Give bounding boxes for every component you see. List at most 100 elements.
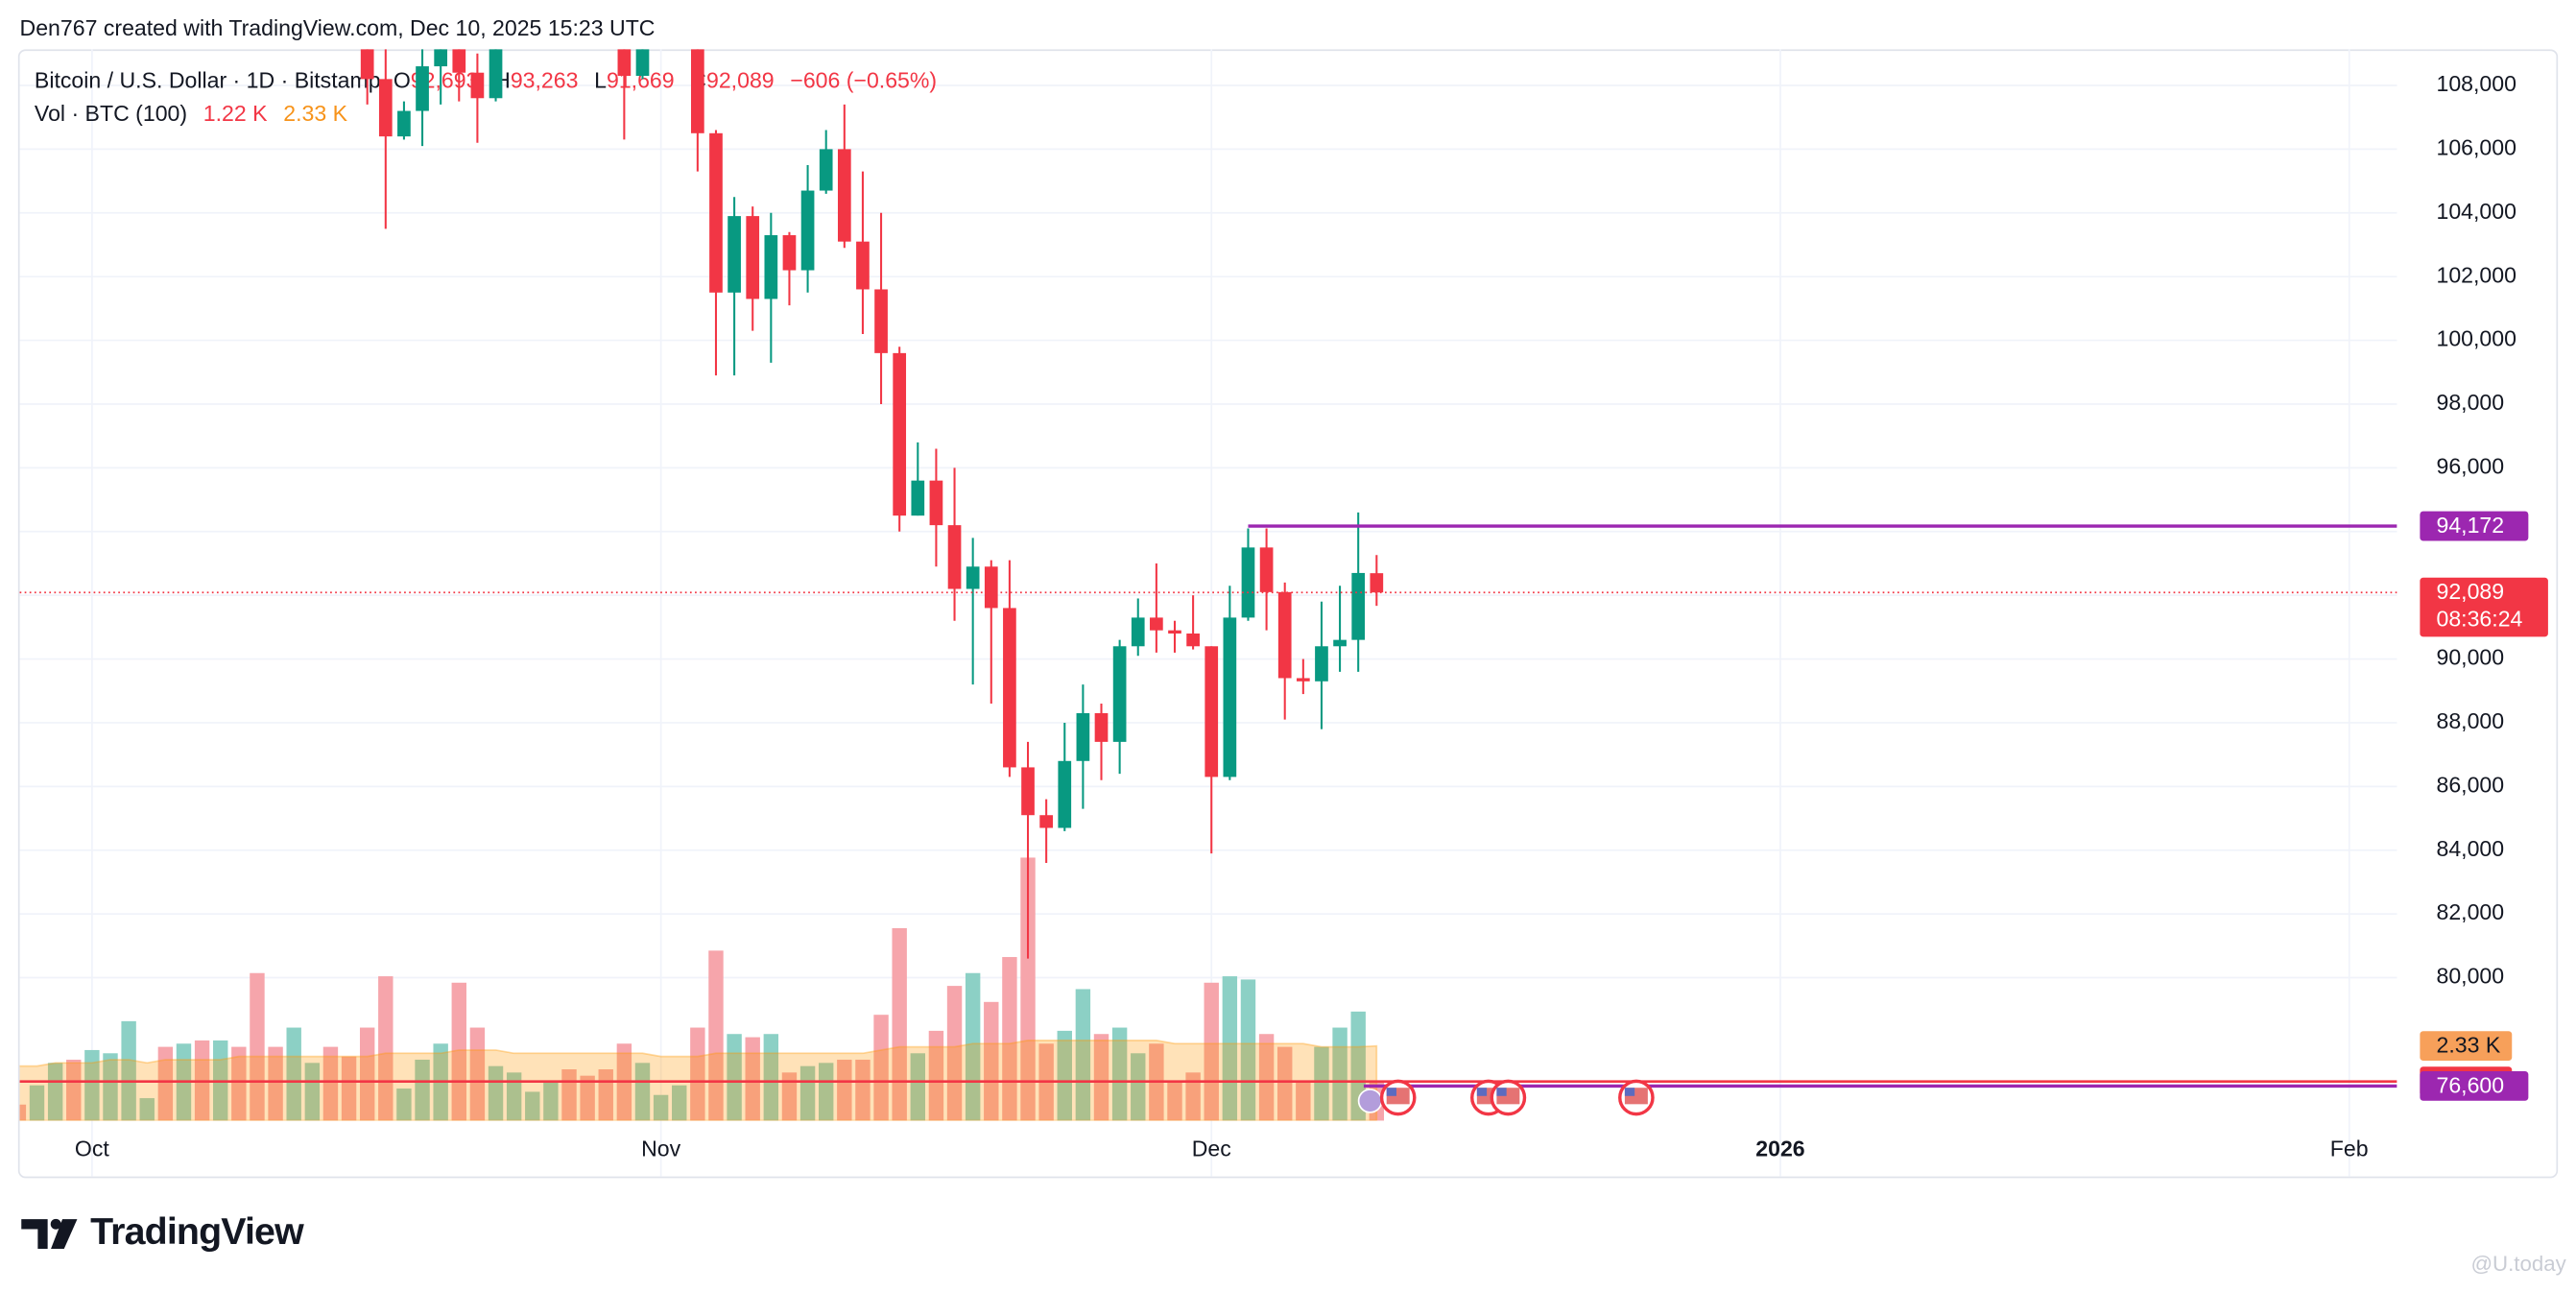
volume-bar [231,1046,247,1121]
event-icon [1379,1079,1417,1116]
candle-body [673,3,686,19]
candle-body [966,566,980,589]
candle-body [837,149,851,242]
volume-bar [1131,1053,1146,1121]
candle-body [782,235,797,271]
volume-bar [1075,989,1091,1121]
candle-body [947,525,962,589]
candle-body [434,49,448,67]
volume-bar [837,1059,852,1121]
volume-bar [84,1049,100,1121]
candle-body [1021,767,1035,816]
volume-bar [818,1063,834,1121]
y-tick-label: 102,000 [2437,262,2516,287]
legend-volume-ma: 2.33 K [283,101,347,126]
legend-volume-row: Vol · BTC (100) 1.22 K 2.33 K [35,101,348,126]
y-tick-label: 80,000 [2437,964,2505,989]
candle-body [1112,646,1127,742]
y-tick-label: 100,000 [2437,326,2516,351]
y-tick-label: 90,000 [2437,645,2505,670]
volume-badge-label: 2.33 K [2437,1033,2501,1058]
volume-bar [708,950,724,1121]
volume-bar [763,1034,779,1121]
level-badge-label: 94,172 [2437,513,2505,538]
legend-volume-title: Vol · BTC (100) [35,101,187,126]
candle-body [1076,712,1090,761]
volume-bar [580,1075,595,1121]
candle-body [1351,572,1366,640]
volume-bar [1240,979,1256,1121]
volume-bar [1020,857,1036,1121]
volume-bar [1111,1027,1128,1121]
candle-body [800,190,815,271]
y-tick-label: 106,000 [2437,135,2516,160]
x-tick-label: Oct [75,1136,110,1160]
candle-body [764,235,778,299]
candle-body [893,352,907,516]
volume-bar [157,1046,174,1121]
volume-bar [250,972,265,1121]
event-icon [1357,1089,1383,1113]
volume-bar [672,1085,687,1121]
volume-badge [2420,1031,2513,1062]
candle-body [378,79,393,137]
candle-body [655,18,668,35]
y-tick-label: 108,000 [2437,71,2516,96]
candle-body [691,49,704,133]
candle-body [1223,617,1237,778]
candle-body [1259,547,1274,592]
volume-bar [1296,1082,1311,1121]
y-tick-label: 96,000 [2437,453,2505,478]
volume-bar [799,1065,816,1121]
axes: 80,000 82,000 84,000 86,000 88,000 90,000 92,0… [75,71,2516,1160]
volume-bar [855,1059,871,1121]
candle-body [709,132,723,293]
candle-body [1058,760,1072,828]
candle-body [746,216,760,299]
volume-bar [121,1020,136,1121]
volume-bar [19,1104,27,1121]
volume-bar [1185,1072,1201,1121]
volume-bar [451,982,466,1121]
y-tick-label: 104,000 [2437,199,2516,224]
candle-body [397,110,411,137]
x-tick-label: 2026 [1755,1136,1805,1160]
volume-bar [66,1059,82,1121]
volume-bar [359,1027,375,1121]
volume-bar [469,1027,486,1121]
volume-bar [781,1072,798,1121]
candle-body [1039,815,1053,828]
volume-bar [139,1098,155,1121]
volume-bar [378,976,394,1121]
volume-bar [322,1046,339,1121]
volume-bar [286,1027,301,1121]
candle-body [984,566,998,609]
candle-body [929,480,943,526]
candle-body [1150,617,1163,631]
volume-bar [1314,1046,1329,1121]
event-icon [1618,1079,1655,1116]
candle-body [911,480,925,516]
brand-logo: TradingView [21,1210,305,1253]
candle-body [1277,591,1292,679]
volume-bar [1222,976,1238,1121]
volume-bar [873,1015,889,1121]
y-tick-label: 98,000 [2437,390,2505,415]
grid [19,49,2397,1177]
volume-bar [268,1046,283,1121]
volume-bar [690,1027,705,1121]
volume-bar [1204,982,1219,1121]
volume-bar [1332,1027,1348,1121]
volume-bar [1093,1034,1109,1121]
y-tick-label: 84,000 [2437,836,2505,861]
legend-o-label: O [394,68,411,93]
price-badge-label: 92,089 [2437,579,2505,604]
x-tick-label: Feb [2330,1136,2369,1160]
candle-body [416,66,429,111]
candle-body [1370,573,1384,593]
volume-bar [1002,957,1017,1121]
candle-body [1296,678,1310,682]
legend-h: 93,263 [511,68,579,93]
